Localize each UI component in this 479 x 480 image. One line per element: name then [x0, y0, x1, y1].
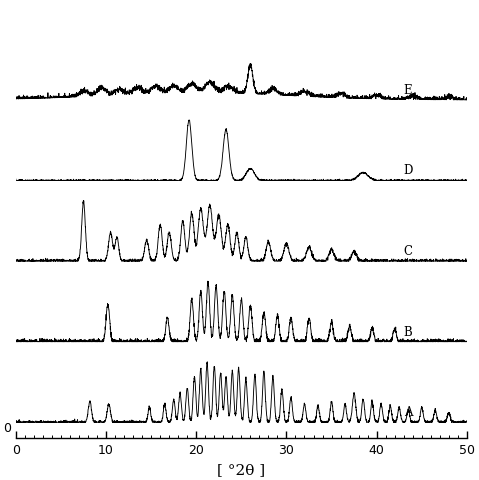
- Text: E: E: [404, 84, 412, 96]
- Text: A: A: [404, 406, 412, 419]
- Text: D: D: [404, 164, 413, 177]
- Text: 0: 0: [3, 421, 11, 434]
- Text: B: B: [404, 325, 412, 338]
- X-axis label: [ °2θ ]: [ °2θ ]: [217, 462, 265, 476]
- Text: C: C: [404, 244, 413, 258]
